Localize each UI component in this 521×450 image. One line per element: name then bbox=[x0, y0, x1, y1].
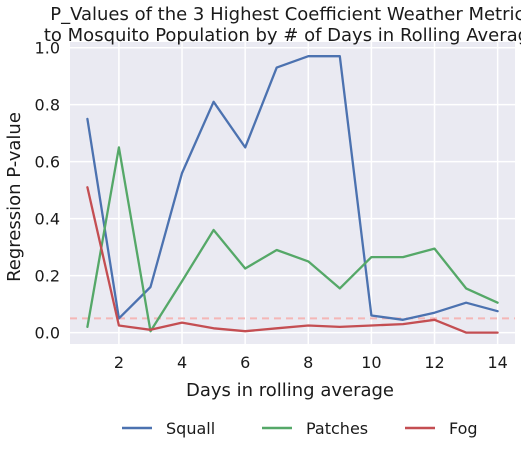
y-tick-label: 0.2 bbox=[35, 267, 60, 286]
legend-label-patches: Patches bbox=[306, 419, 368, 438]
y-tick-label: 0.4 bbox=[35, 210, 60, 229]
x-tick-label: 12 bbox=[424, 353, 444, 372]
y-tick-label: 1.0 bbox=[35, 39, 60, 58]
x-tick-label: 2 bbox=[114, 353, 124, 372]
x-tick-label: 6 bbox=[240, 353, 250, 372]
chart-title-line-2: to Mosquito Population by # of Days in R… bbox=[44, 25, 521, 46]
y-tick-label: 0.8 bbox=[35, 96, 60, 115]
y-tick-label: 0.6 bbox=[35, 153, 60, 172]
x-axis-label: Days in rolling average bbox=[186, 380, 394, 401]
series-line-squall bbox=[86, 55, 499, 321]
series-lines bbox=[86, 55, 499, 334]
legend-label-squall: Squall bbox=[166, 419, 215, 438]
x-tick-label: 14 bbox=[487, 353, 507, 372]
plot-area-background bbox=[70, 42, 515, 344]
legend-label-fog: Fog bbox=[449, 419, 478, 438]
grid bbox=[70, 42, 515, 344]
y-axis-label: Regression P-value bbox=[4, 112, 25, 282]
series-line-patches bbox=[86, 146, 499, 333]
x-tick-labels: 2 4 6 8 10 12 14 bbox=[114, 353, 508, 372]
x-tick-label: 8 bbox=[303, 353, 313, 372]
x-tick-label: 10 bbox=[361, 353, 381, 372]
chart-title-line-1: P_Values of the 3 Highest Coefficient We… bbox=[50, 4, 521, 25]
y-tick-labels: 0.0 0.2 0.4 0.6 0.8 1.0 bbox=[35, 39, 60, 343]
x-tick-label: 4 bbox=[177, 353, 187, 372]
legend: Squall Patches Fog bbox=[122, 419, 478, 438]
y-tick-label: 0.0 bbox=[35, 324, 60, 343]
series-line-fog bbox=[86, 186, 499, 334]
